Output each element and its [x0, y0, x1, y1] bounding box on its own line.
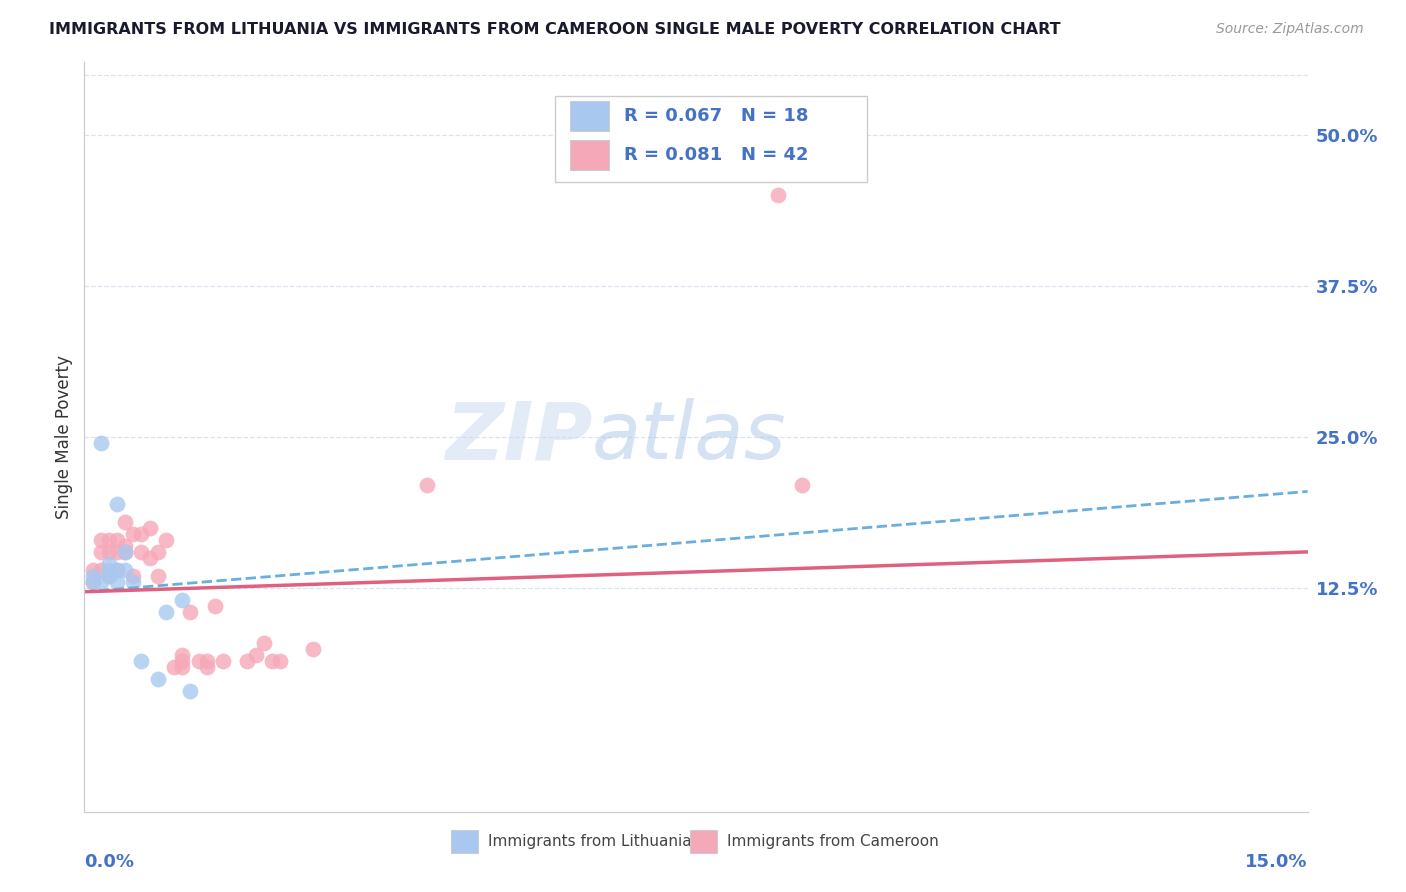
Point	[204, 599, 226, 614]
Text: IMMIGRANTS FROM LITHUANIA VS IMMIGRANTS FROM CAMEROON SINGLE MALE POVERTY CORREL: IMMIGRANTS FROM LITHUANIA VS IMMIGRANTS …	[49, 22, 1062, 37]
Text: atlas: atlas	[592, 398, 787, 476]
Point	[179, 684, 201, 698]
Point	[97, 569, 120, 583]
Point	[90, 575, 112, 590]
Point	[187, 654, 209, 668]
Text: Source: ZipAtlas.com: Source: ZipAtlas.com	[1216, 22, 1364, 37]
Point	[260, 654, 283, 668]
Point	[114, 563, 136, 577]
Text: ZIP: ZIP	[444, 398, 592, 476]
Point	[105, 563, 128, 577]
Point	[105, 563, 128, 577]
Point	[269, 654, 291, 668]
Text: 15.0%: 15.0%	[1246, 853, 1308, 871]
Point	[97, 563, 120, 577]
Point	[138, 521, 160, 535]
Point	[105, 545, 128, 559]
Point	[131, 526, 153, 541]
Point	[131, 654, 153, 668]
Point	[82, 575, 104, 590]
Point	[253, 635, 276, 649]
Point	[114, 545, 136, 559]
Point	[212, 654, 235, 668]
Point	[179, 605, 201, 619]
Point	[155, 533, 177, 547]
Point	[131, 545, 153, 559]
Point	[105, 575, 128, 590]
Point	[82, 569, 104, 583]
Point	[790, 478, 813, 492]
Point	[90, 533, 112, 547]
Text: Immigrants from Cameroon: Immigrants from Cameroon	[727, 834, 938, 849]
Point	[416, 478, 439, 492]
Text: Immigrants from Lithuania: Immigrants from Lithuania	[488, 834, 692, 849]
FancyBboxPatch shape	[451, 830, 478, 853]
Text: R = 0.081   N = 42: R = 0.081 N = 42	[624, 146, 808, 164]
Point	[172, 593, 194, 607]
Y-axis label: Single Male Poverty: Single Male Poverty	[55, 355, 73, 519]
Point	[90, 436, 112, 450]
Point	[97, 557, 120, 571]
Point	[172, 648, 194, 662]
Point	[122, 575, 145, 590]
Point	[114, 545, 136, 559]
Point	[82, 575, 104, 590]
Point	[97, 569, 120, 583]
Point	[146, 545, 169, 559]
Point	[146, 672, 169, 686]
Point	[236, 654, 259, 668]
Point	[766, 188, 789, 202]
Point	[195, 654, 218, 668]
FancyBboxPatch shape	[569, 140, 609, 169]
Point	[114, 539, 136, 553]
Point	[172, 659, 194, 673]
Point	[114, 515, 136, 529]
Point	[195, 659, 218, 673]
FancyBboxPatch shape	[569, 101, 609, 130]
Point	[97, 545, 120, 559]
Point	[172, 654, 194, 668]
FancyBboxPatch shape	[555, 96, 868, 182]
Point	[245, 648, 267, 662]
Point	[90, 563, 112, 577]
Point	[105, 533, 128, 547]
Point	[122, 569, 145, 583]
Point	[97, 533, 120, 547]
Point	[105, 497, 128, 511]
FancyBboxPatch shape	[690, 830, 717, 853]
Point	[301, 641, 323, 656]
Point	[155, 605, 177, 619]
Point	[90, 545, 112, 559]
Text: R = 0.067   N = 18: R = 0.067 N = 18	[624, 107, 808, 126]
Point	[122, 526, 145, 541]
Point	[138, 550, 160, 565]
Text: 0.0%: 0.0%	[84, 853, 135, 871]
Point	[163, 659, 186, 673]
Point	[146, 569, 169, 583]
Point	[82, 563, 104, 577]
